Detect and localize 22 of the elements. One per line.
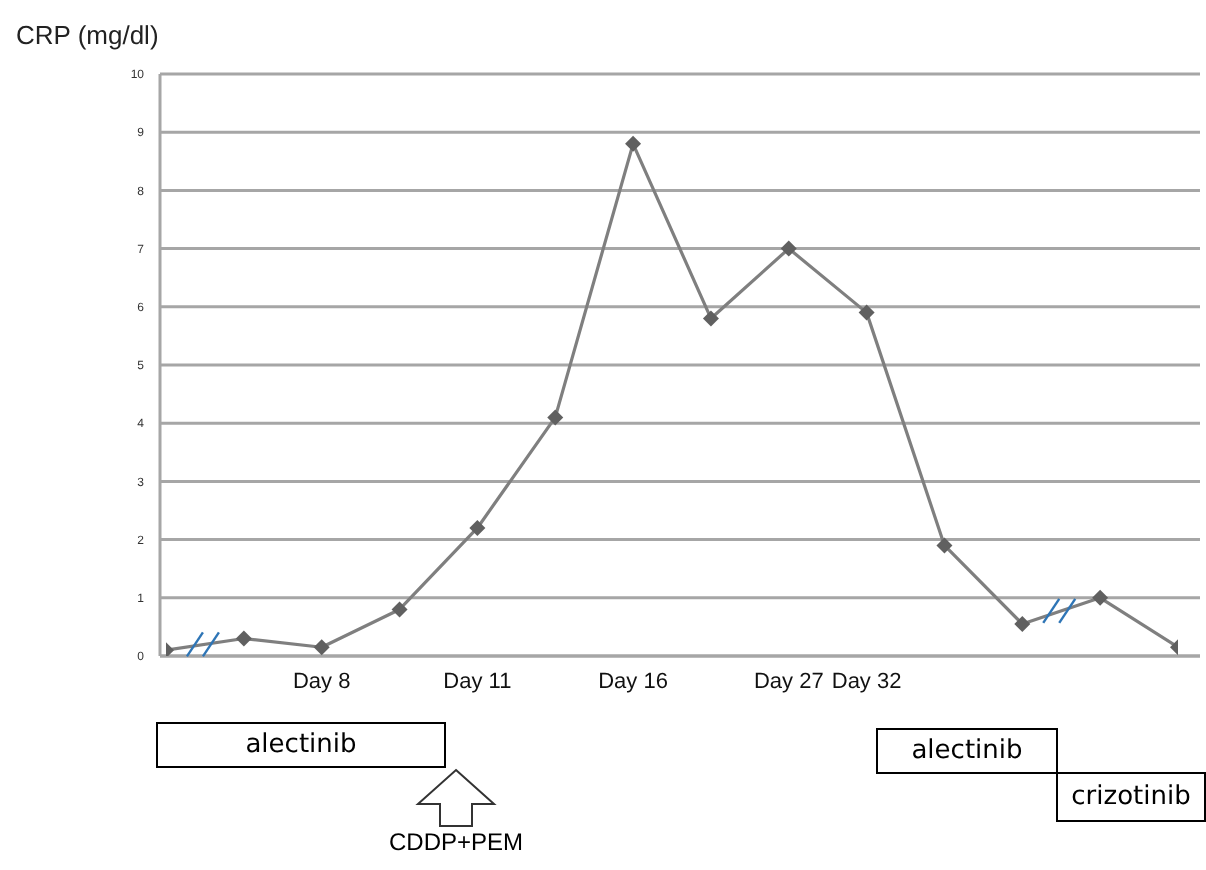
text: alectinib	[876, 728, 1058, 774]
x-tick-label: Day 16	[598, 669, 668, 694]
point	[313, 639, 330, 656]
x-tick-label: Day 11	[443, 669, 512, 694]
point	[1092, 589, 1109, 606]
x-tick-label: Day 27	[753, 669, 824, 694]
y-axis-title: CRP (mg/dl)	[16, 20, 159, 50]
text: CDDP+PEM	[386, 828, 525, 856]
point	[547, 409, 564, 426]
point	[702, 310, 719, 327]
text: alectinib	[156, 722, 446, 768]
point	[858, 304, 875, 321]
x-tick-label: Day 8	[292, 669, 351, 694]
point	[469, 519, 486, 536]
point	[936, 537, 953, 554]
x-tick-label: Day 32	[831, 669, 902, 694]
point	[391, 601, 408, 618]
point	[235, 630, 252, 647]
point	[1014, 615, 1031, 632]
point	[625, 135, 642, 152]
text: crizotinib	[1056, 772, 1206, 822]
point	[780, 240, 797, 257]
